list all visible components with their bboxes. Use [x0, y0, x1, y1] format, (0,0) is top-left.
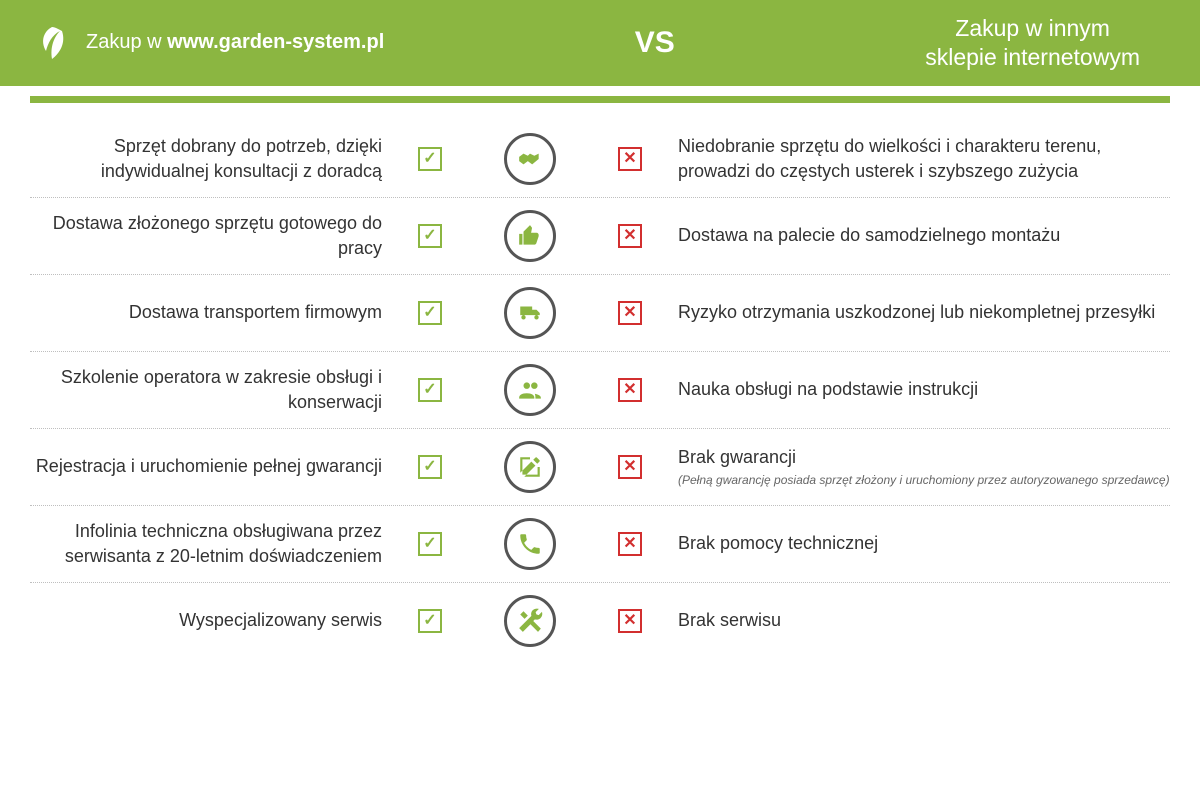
row-left-text: Rejestracja i uruchomienie pełnej gwaran… — [30, 454, 390, 478]
cross-mark: ✕ — [600, 455, 660, 479]
check-mark: ✓ — [400, 224, 460, 248]
row-icon-wrap — [470, 133, 590, 185]
cross-icon: ✕ — [618, 301, 642, 325]
phone-icon — [504, 518, 556, 570]
row-left-text: Szkolenie operatora w zakresie obsługi i… — [30, 365, 390, 414]
row-left-text: Dostawa transportem firmowym — [30, 300, 390, 324]
header-left-text: Zakup w www.garden-system.pl — [86, 31, 384, 54]
header-right: Zakup w innym sklepie internetowym — [925, 14, 1140, 72]
check-icon: ✓ — [418, 147, 442, 171]
people-icon — [504, 364, 556, 416]
comparison-row: Wyspecjalizowany serwis ✓ ✕ Brak serwisu — [30, 583, 1170, 659]
row-right-main: Brak gwarancji — [678, 447, 796, 467]
row-right-note: (Pełną gwarancję posiada sprzęt złożony … — [678, 472, 1170, 488]
cross-mark: ✕ — [600, 224, 660, 248]
row-icon-wrap — [470, 441, 590, 493]
row-left-text: Sprzęt dobrany do potrzeb, dzięki indywi… — [30, 134, 390, 183]
comparison-row: Infolinia techniczna obsługiwana przez s… — [30, 506, 1170, 583]
check-icon: ✓ — [418, 224, 442, 248]
row-icon-wrap — [470, 595, 590, 647]
edit-icon — [504, 441, 556, 493]
header-right-line2: sklepie internetowym — [925, 43, 1140, 72]
accent-bar — [30, 96, 1170, 103]
cross-icon: ✕ — [618, 609, 642, 633]
row-right-text: Brak gwarancji (Pełną gwarancję posiada … — [670, 445, 1170, 488]
check-mark: ✓ — [400, 609, 460, 633]
check-mark: ✓ — [400, 301, 460, 325]
comparison-row: Szkolenie operatora w zakresie obsługi i… — [30, 352, 1170, 429]
row-right-text: Niedobranie sprzętu do wielkości i chara… — [670, 134, 1170, 183]
row-right-text: Dostawa na palecie do samodzielnego mont… — [670, 223, 1170, 247]
tools-icon — [504, 595, 556, 647]
check-mark: ✓ — [400, 147, 460, 171]
cross-mark: ✕ — [600, 378, 660, 402]
row-right-main: Brak serwisu — [678, 610, 781, 630]
row-right-text: Ryzyko otrzymania uszkodzonej lub niekom… — [670, 300, 1170, 324]
truck-icon — [504, 287, 556, 339]
comparison-row: Dostawa złożonego sprzętu gotowego do pr… — [30, 198, 1170, 275]
comparison-header: Zakup w www.garden-system.pl VS Zakup w … — [0, 0, 1200, 86]
header-left: Zakup w www.garden-system.pl — [30, 21, 384, 65]
row-icon-wrap — [470, 287, 590, 339]
row-left-text: Wyspecjalizowany serwis — [30, 608, 390, 632]
vs-label: VS — [635, 26, 675, 60]
comparison-row: Dostawa transportem firmowym ✓ ✕ Ryzyko … — [30, 275, 1170, 352]
check-mark: ✓ — [400, 378, 460, 402]
cross-mark: ✕ — [600, 147, 660, 171]
row-left-text: Infolinia techniczna obsługiwana przez s… — [30, 519, 390, 568]
header-right-line1: Zakup w innym — [925, 14, 1140, 43]
check-icon: ✓ — [418, 455, 442, 479]
handshake-icon — [504, 133, 556, 185]
row-left-text: Dostawa złożonego sprzętu gotowego do pr… — [30, 211, 390, 260]
check-icon: ✓ — [418, 301, 442, 325]
check-icon: ✓ — [418, 609, 442, 633]
check-mark: ✓ — [400, 455, 460, 479]
header-left-url: www.garden-system.pl — [167, 31, 384, 53]
cross-icon: ✕ — [618, 455, 642, 479]
comparison-row: Sprzęt dobrany do potrzeb, dzięki indywi… — [30, 121, 1170, 198]
cross-icon: ✕ — [618, 378, 642, 402]
row-right-text: Nauka obsługi na podstawie instrukcji — [670, 377, 1170, 401]
row-icon-wrap — [470, 518, 590, 570]
comparison-row: Rejestracja i uruchomienie pełnej gwaran… — [30, 429, 1170, 506]
row-right-main: Dostawa na palecie do samodzielnego mont… — [678, 225, 1060, 245]
row-right-main: Brak pomocy technicznej — [678, 533, 878, 553]
cross-mark: ✕ — [600, 609, 660, 633]
cross-icon: ✕ — [618, 224, 642, 248]
comparison-table: Sprzęt dobrany do potrzeb, dzięki indywi… — [0, 121, 1200, 681]
row-right-text: Brak pomocy technicznej — [670, 531, 1170, 555]
check-icon: ✓ — [418, 532, 442, 556]
thumbs-up-icon — [504, 210, 556, 262]
cross-mark: ✕ — [600, 532, 660, 556]
cross-icon: ✕ — [618, 532, 642, 556]
row-right-text: Brak serwisu — [670, 608, 1170, 632]
check-mark: ✓ — [400, 532, 460, 556]
header-left-prefix: Zakup w — [86, 31, 167, 53]
row-right-main: Ryzyko otrzymania uszkodzonej lub niekom… — [678, 302, 1155, 322]
row-right-main: Niedobranie sprzętu do wielkości i chara… — [678, 136, 1101, 180]
check-icon: ✓ — [418, 378, 442, 402]
row-right-main: Nauka obsługi na podstawie instrukcji — [678, 379, 978, 399]
row-icon-wrap — [470, 364, 590, 416]
row-icon-wrap — [470, 210, 590, 262]
leaf-logo-icon — [30, 21, 74, 65]
cross-icon: ✕ — [618, 147, 642, 171]
cross-mark: ✕ — [600, 301, 660, 325]
